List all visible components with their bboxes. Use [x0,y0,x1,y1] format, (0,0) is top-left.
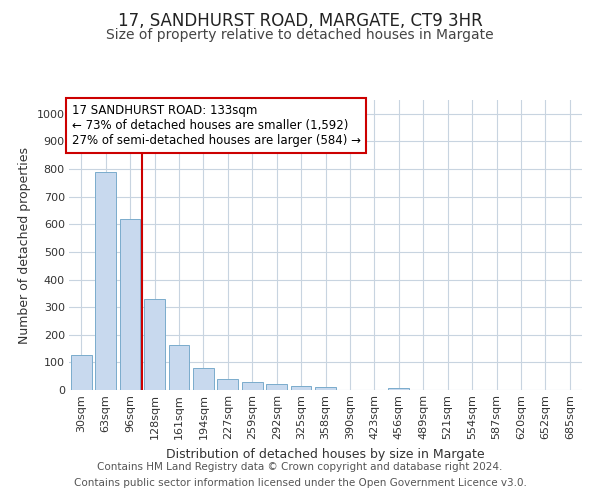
X-axis label: Distribution of detached houses by size in Margate: Distribution of detached houses by size … [166,448,485,460]
Bar [217,379,238,390]
Bar [95,172,116,390]
Text: Contains public sector information licensed under the Open Government Licence v3: Contains public sector information licen… [74,478,526,488]
Y-axis label: Number of detached properties: Number of detached properties [18,146,31,344]
Bar [242,382,263,390]
Bar [71,356,92,390]
Bar [193,368,214,390]
Text: 17 SANDHURST ROAD: 133sqm
← 73% of detached houses are smaller (1,592)
27% of se: 17 SANDHURST ROAD: 133sqm ← 73% of detac… [71,104,361,148]
Text: Contains HM Land Registry data © Crown copyright and database right 2024.: Contains HM Land Registry data © Crown c… [97,462,503,472]
Text: Size of property relative to detached houses in Margate: Size of property relative to detached ho… [106,28,494,42]
Bar [315,387,336,390]
Text: 17, SANDHURST ROAD, MARGATE, CT9 3HR: 17, SANDHURST ROAD, MARGATE, CT9 3HR [118,12,482,30]
Bar [119,219,140,390]
Bar [266,384,287,390]
Bar [169,346,190,390]
Bar [144,299,165,390]
Bar [388,388,409,390]
Bar [290,386,311,390]
